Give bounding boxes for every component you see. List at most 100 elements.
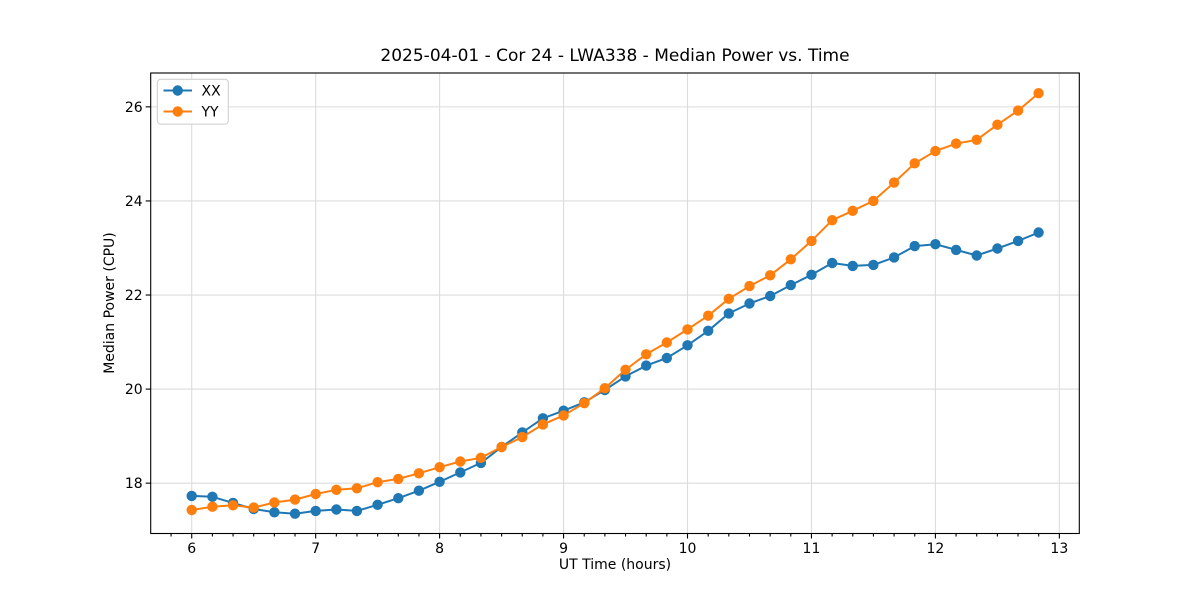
- series-XX-point-10: [393, 493, 404, 504]
- series-XX-point-35: [909, 240, 920, 252]
- series-YY-point-8: [351, 483, 363, 494]
- series-YY-point-3: [248, 502, 259, 513]
- series-XX-point-8: [351, 505, 363, 517]
- series-YY-point-25: [703, 310, 714, 321]
- legend: XX YY: [156, 78, 229, 125]
- series-YY-point-35: [909, 158, 920, 169]
- series-YY-point-12: [434, 462, 445, 473]
- plot-border: [150, 72, 1080, 535]
- series-XX-point-25: [703, 325, 714, 336]
- y-tick-label-24: 24: [125, 194, 143, 210]
- series-YY-point-0: [186, 504, 197, 516]
- y-tick-label-18: 18: [125, 476, 143, 492]
- x-tick-label-12: 12: [926, 541, 944, 557]
- series-XX-point-11: [413, 485, 425, 496]
- series-XX-point-39: [992, 243, 1003, 254]
- x-minor-ticks: [170, 533, 1040, 537]
- series-YY-point-24: [682, 324, 693, 335]
- series-YY-point-38: [971, 134, 982, 145]
- series-YY-point-11: [413, 468, 425, 479]
- series-YY-point-10: [393, 473, 404, 485]
- legend-label-XX: XX: [202, 84, 222, 100]
- x-axis-label: UT Time (hours): [558, 557, 672, 573]
- series-YY-point-14: [475, 452, 487, 463]
- series-XX-point-31: [827, 257, 838, 269]
- series-YY-point-39: [992, 119, 1003, 130]
- series-YY-point-15: [496, 441, 507, 453]
- series-XX-point-4: [269, 507, 280, 518]
- series-YY-point-41: [1033, 88, 1044, 99]
- series-XX-point-5: [289, 508, 301, 519]
- series-YY-point-40: [1012, 105, 1024, 116]
- y-tick-label-22: 22: [125, 288, 143, 304]
- series-YY-point-6: [310, 488, 321, 500]
- series-YY-point-34: [888, 177, 900, 188]
- series-YY-point-30: [806, 235, 817, 247]
- series-YY-point-22: [641, 349, 652, 360]
- axis-ticks: 6 7 8 9 10 11 12 13 18 20 22 24 26: [125, 100, 1068, 557]
- series-XX-point-38: [971, 250, 982, 261]
- legend-label-YY: YY: [201, 105, 220, 121]
- x-tick-label-9: 9: [559, 541, 568, 557]
- series-XX-point-41: [1033, 227, 1044, 238]
- series-YY-point-37: [950, 138, 962, 149]
- y-axis-label: Median Power (CPU): [102, 232, 118, 374]
- series-XX-point-22: [641, 360, 652, 371]
- series-XX-point-7: [331, 504, 342, 515]
- series-XX-point-12: [434, 476, 445, 487]
- series-XX-point-40: [1012, 235, 1024, 247]
- series-YY-point-7: [331, 484, 342, 495]
- series-YY-point-36: [930, 145, 941, 157]
- series-YY-point-2: [227, 500, 239, 511]
- series-XX-point-13: [455, 467, 466, 478]
- series-XX-point-28: [765, 290, 776, 302]
- series-XX-point-29: [785, 279, 796, 291]
- series-YY-line: [190, 92, 1040, 511]
- series-YY-point-13: [455, 456, 466, 467]
- series-YY-point-4: [269, 497, 280, 508]
- series-YY-point-29: [785, 254, 796, 265]
- series-YY-point-20: [599, 383, 610, 394]
- series-XX-point-24: [682, 340, 693, 351]
- series-XX-point-36: [930, 239, 941, 250]
- series-YY-point-5: [289, 494, 301, 505]
- y-tick-label-26: 26: [125, 100, 143, 116]
- series-YY-point-33: [868, 195, 879, 207]
- legend-swatch-marker-XX: [172, 85, 183, 96]
- series-XX-point-23: [661, 352, 672, 364]
- series-XX-point-26: [723, 308, 734, 319]
- x-tick-label-10: 10: [679, 541, 697, 557]
- series-YY-point-28: [765, 270, 776, 281]
- legend-swatch-marker-YY: [172, 106, 183, 117]
- series-XX-point-9: [372, 499, 383, 510]
- series-YY-point-32: [847, 205, 858, 216]
- series-XX-point-34: [888, 252, 900, 263]
- x-tick-label-7: 7: [311, 541, 320, 557]
- series-XX-point-37: [950, 244, 962, 256]
- grid: [150, 73, 1080, 534]
- x-tick-label-8: 8: [435, 541, 444, 557]
- series-YY-point-9: [372, 477, 383, 488]
- series-XX-point-1: [207, 491, 218, 502]
- series-YY-point-27: [744, 280, 755, 292]
- series-XX: [186, 227, 1044, 519]
- x-tick-label-6: 6: [187, 541, 196, 557]
- series-YY-point-19: [579, 398, 590, 409]
- series-YY-point-31: [827, 215, 838, 226]
- series-YY: [186, 88, 1044, 516]
- x-tick-label-13: 13: [1050, 541, 1068, 557]
- x-tick-label-11: 11: [803, 541, 821, 557]
- series-YY-point-1: [207, 501, 218, 512]
- series-YY-point-17: [537, 419, 549, 430]
- chart-title: 2025-04-01 - Cor 24 - LWA338 - Median Po…: [380, 46, 850, 66]
- series-XX-line: [190, 231, 1040, 515]
- series-YY-point-23: [661, 337, 672, 348]
- series-YY-point-26: [723, 293, 734, 304]
- series-YY-point-21: [620, 364, 631, 375]
- series-XX-point-6: [310, 505, 321, 517]
- series-XX-point-0: [186, 490, 197, 502]
- series-XX-point-27: [744, 298, 755, 309]
- series-XX-point-33: [868, 259, 879, 271]
